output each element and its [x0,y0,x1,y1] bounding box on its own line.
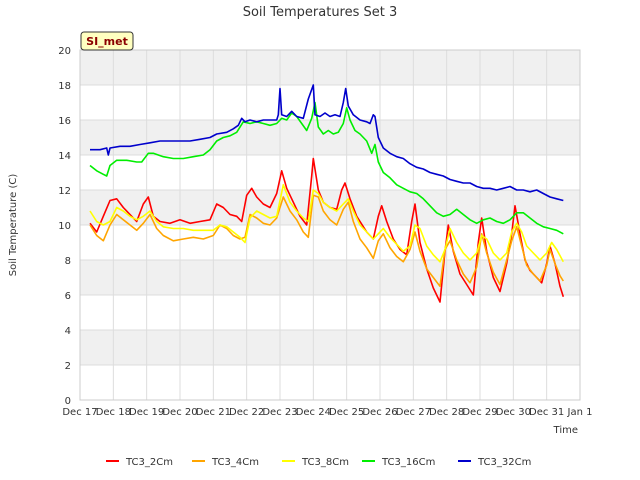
x-tick-label: Dec 25 [329,407,364,418]
x-tick-label: Jan 1 [567,407,593,418]
y-tick-label: 18 [58,81,71,92]
x-tick-label: Dec 19 [129,407,164,418]
plot-band [80,295,580,330]
series-line-tc3-16cm [89,101,564,235]
y-tick-label: 10 [58,221,71,232]
x-tick-label: Dec 26 [362,407,397,418]
series-line-tc3-4cm [89,194,564,288]
y-tick-label: 2 [65,361,71,372]
x-tick-label: Dec 30 [496,407,531,418]
y-tick-label: 8 [65,256,71,267]
y-tick-label: 12 [58,186,71,197]
x-tick-label: Dec 17 [62,407,97,418]
station-badge: SI_met [80,31,134,51]
plot-band [80,155,580,190]
y-tick-label: 6 [65,291,71,302]
series-line-tc3-2cm [89,157,565,303]
plot-band [80,50,580,85]
x-tick-label: Dec 24 [296,407,331,418]
y-axis-ticks: 0 2 4 6 8 10 12 14 16 18 20 [58,46,71,407]
x-tick-label: Dec 18 [96,407,131,418]
x-tick-label: Dec 29 [462,407,497,418]
y-tick-label: 16 [58,116,71,127]
series-line-tc3-32cm [90,84,564,202]
x-tick-label: Dec 20 [162,407,197,418]
legend: TC3_2Cm TC3_4Cm TC3_8Cm TC3_16Cm TC3_32Cm [106,457,531,468]
plot-band [80,225,580,260]
x-tick-label: Dec 21 [196,407,231,418]
x-tick-label: Dec 31 [529,407,564,418]
station-badge-label: SI_met [86,35,128,48]
plot-frame [79,49,581,401]
legend-label: TC3_4Cm [211,457,259,468]
plot-band [80,85,580,120]
y-axis-label: Soil Temperature (C) [8,174,19,277]
legend-label: TC3_8Cm [301,457,349,468]
plot-band [80,330,580,365]
y-tick-label: 0 [65,396,71,407]
plot-background [80,50,580,400]
y-tick-label: 20 [58,46,71,57]
station-badge-box [80,31,134,51]
legend-label: TC3_2Cm [125,457,173,468]
x-tick-label: Dec 27 [396,407,431,418]
plot-band [80,120,580,155]
x-tick-label: Dec 22 [229,407,264,418]
y-tick-label: 4 [65,326,71,337]
legend-label: TC3_32Cm [477,457,531,468]
plot-band [80,365,580,400]
x-tick-label: Dec 23 [262,407,297,418]
x-tick-label: Dec 28 [429,407,464,418]
legend-label: TC3_16Cm [381,457,435,468]
series-line-tc3-8cm [89,184,565,263]
series-layer [89,84,565,303]
x-axis-label: Time [553,425,578,436]
chart-title: Soil Temperatures Set 3 [243,5,398,20]
y-tick-label: 14 [58,151,71,162]
